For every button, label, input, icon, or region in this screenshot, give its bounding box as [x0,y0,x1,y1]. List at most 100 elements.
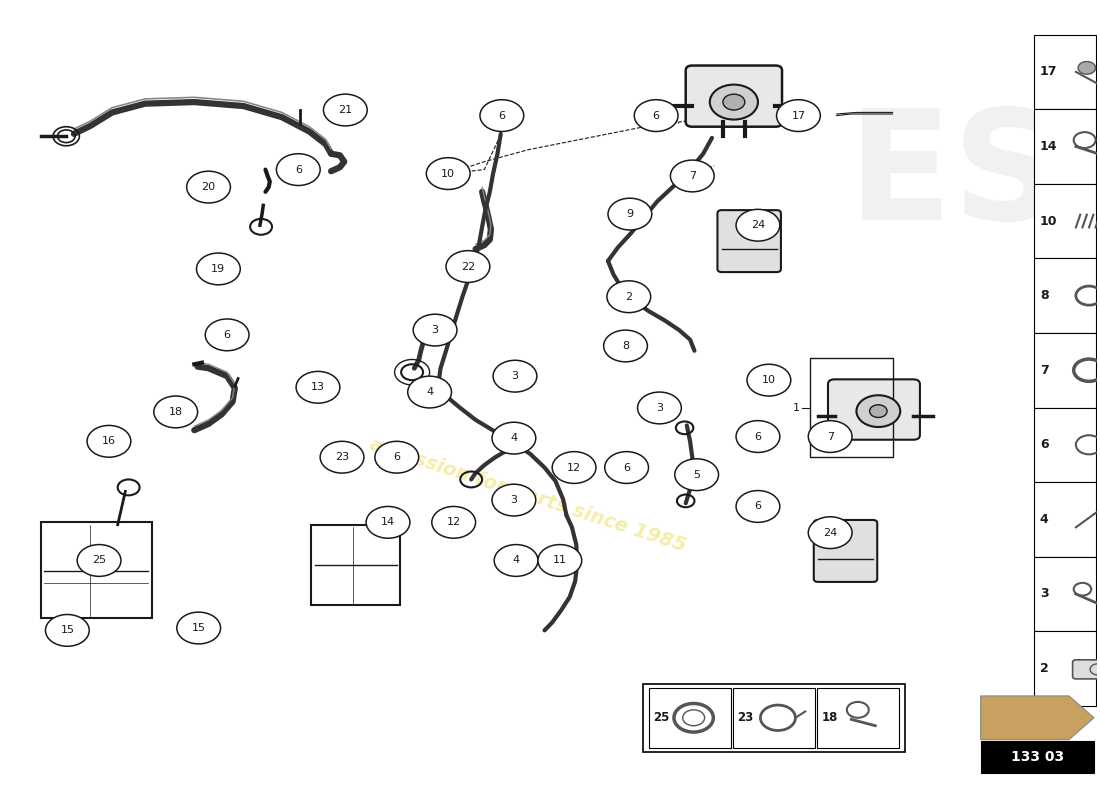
Text: 3: 3 [431,325,439,335]
Circle shape [552,452,596,483]
Circle shape [736,490,780,522]
Text: 6: 6 [223,330,231,340]
Text: 8: 8 [621,341,629,351]
Circle shape [276,154,320,186]
Text: 25: 25 [653,711,669,724]
Circle shape [45,614,89,646]
Circle shape [777,100,821,131]
Circle shape [608,198,652,230]
FancyBboxPatch shape [311,525,400,605]
Text: 23: 23 [737,711,754,724]
Text: 17: 17 [791,110,805,121]
Text: 7: 7 [689,171,696,181]
Circle shape [736,421,780,453]
Circle shape [187,171,230,203]
Circle shape [1078,62,1096,74]
Circle shape [538,545,582,576]
Text: 6: 6 [652,110,660,121]
Bar [733,687,815,748]
Circle shape [323,94,367,126]
Circle shape [77,545,121,576]
Circle shape [723,94,745,110]
Text: 10: 10 [762,375,776,385]
Text: 2: 2 [1040,662,1048,675]
Circle shape [670,160,714,192]
Text: 11: 11 [553,555,566,566]
Circle shape [747,364,791,396]
Text: 2: 2 [625,292,632,302]
Circle shape [607,281,651,313]
Circle shape [808,421,852,453]
Text: 23: 23 [336,452,349,462]
Text: 15: 15 [60,626,75,635]
Circle shape [320,442,364,473]
Text: 6: 6 [755,431,761,442]
Circle shape [736,210,780,241]
Text: 3: 3 [656,403,663,413]
Text: 21: 21 [339,105,352,115]
Text: 19: 19 [211,264,226,274]
Text: 9: 9 [626,209,634,219]
Circle shape [414,314,456,346]
Circle shape [492,484,536,516]
Text: 4: 4 [510,433,517,443]
Bar [1034,407,1096,482]
Text: 10: 10 [441,169,455,178]
FancyBboxPatch shape [1072,660,1100,679]
Text: 1: 1 [792,403,800,413]
Text: 8: 8 [1040,289,1048,302]
Circle shape [494,545,538,576]
Circle shape [197,253,240,285]
Text: 24: 24 [823,528,837,538]
Text: 6: 6 [295,165,301,174]
Circle shape [492,422,536,454]
Bar [1034,184,1096,258]
Text: 6: 6 [1040,438,1048,451]
Bar [1034,109,1096,184]
Text: 24: 24 [751,220,766,230]
Text: 16: 16 [102,436,116,446]
Bar [1034,258,1096,333]
Circle shape [427,158,470,190]
Circle shape [480,100,524,131]
Text: 10: 10 [1040,214,1057,227]
Text: 4: 4 [513,555,519,566]
Text: 3: 3 [512,371,518,381]
Polygon shape [981,696,1093,740]
Text: 7: 7 [826,431,834,442]
Text: 17: 17 [1040,66,1057,78]
Circle shape [366,506,410,538]
Bar [1034,557,1096,631]
Circle shape [154,396,198,428]
Text: 14: 14 [1040,140,1057,153]
Circle shape [674,458,718,490]
Text: 3: 3 [1040,587,1048,601]
Circle shape [635,100,678,131]
Text: 13: 13 [311,382,324,392]
FancyBboxPatch shape [41,522,152,618]
FancyBboxPatch shape [814,520,877,582]
Circle shape [177,612,221,644]
Circle shape [870,405,887,418]
Circle shape [296,371,340,403]
Circle shape [446,250,490,282]
Bar [811,358,892,457]
Circle shape [432,506,475,538]
FancyBboxPatch shape [717,210,781,272]
Bar [644,684,904,752]
Text: 6: 6 [755,502,761,511]
Bar [649,687,730,748]
Text: 6: 6 [498,110,505,121]
Text: 20: 20 [201,182,216,192]
Text: 133 03: 133 03 [1011,750,1064,764]
FancyBboxPatch shape [685,66,782,126]
Circle shape [206,319,249,350]
Circle shape [710,85,758,119]
Text: 18: 18 [168,407,183,417]
Text: 25: 25 [92,555,107,566]
Circle shape [87,426,131,457]
FancyBboxPatch shape [828,379,920,440]
Text: 18: 18 [822,711,838,724]
Bar [1034,333,1096,407]
Text: 22: 22 [461,262,475,271]
